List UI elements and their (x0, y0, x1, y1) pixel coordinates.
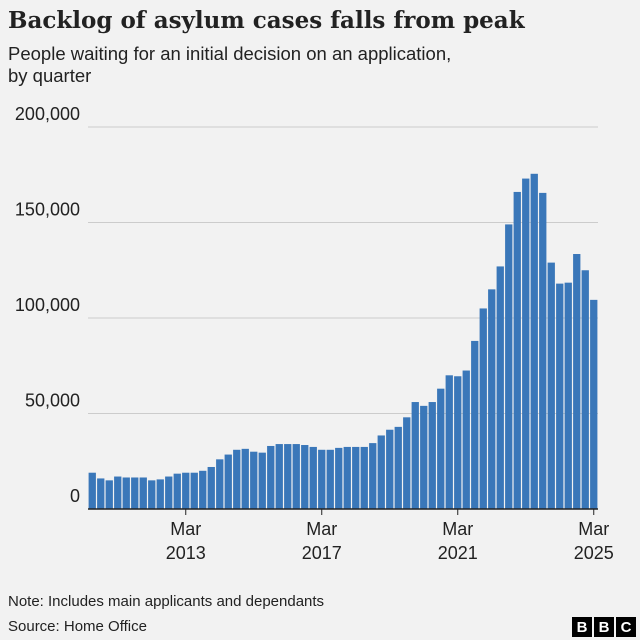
bar (182, 472, 190, 509)
bar (224, 454, 232, 509)
logo-box (616, 617, 636, 637)
bar (122, 477, 130, 509)
bar (547, 262, 555, 509)
bar (428, 402, 436, 509)
source: Source: Home Office (8, 618, 147, 635)
bar (105, 480, 113, 509)
bar (258, 452, 266, 509)
bar (471, 340, 479, 509)
bar (479, 308, 487, 509)
bar (343, 446, 351, 509)
logo-letter: C (621, 619, 632, 636)
bar (352, 446, 360, 509)
bar (284, 444, 292, 509)
bar (454, 376, 462, 509)
bar (114, 476, 122, 509)
bar (505, 224, 513, 509)
bar (556, 283, 564, 509)
bar (530, 173, 538, 510)
bar (539, 192, 547, 509)
bar (309, 446, 317, 509)
bar (131, 477, 139, 509)
x-tick-label: Mar 2013 (166, 519, 206, 563)
bar (250, 451, 258, 509)
bar (513, 191, 521, 509)
bar (394, 426, 402, 509)
bar (165, 476, 173, 509)
logo-box (572, 617, 592, 637)
bar (488, 289, 496, 509)
chart-subtitle: People waiting for an initial decision o… (8, 43, 451, 86)
bar (156, 479, 164, 509)
bar (301, 445, 309, 509)
bar (386, 429, 394, 509)
y-tick-label: 200,000 (15, 104, 80, 124)
x-tick-label: Mar 2017 (302, 519, 342, 563)
logo-letter: B (599, 619, 610, 636)
bar (437, 388, 445, 509)
bar (590, 299, 598, 509)
bar (360, 446, 368, 509)
bar (411, 402, 419, 509)
logo-box (594, 617, 614, 637)
x-tick-label: Mar 2025 (574, 519, 614, 563)
y-tick-label: 50,000 (25, 391, 80, 411)
chart-title: Backlog of asylum cases falls from peak (8, 7, 526, 34)
bar (403, 417, 411, 509)
y-tick-label: 150,000 (15, 200, 80, 220)
bar (241, 448, 249, 509)
bar (377, 435, 385, 509)
bar (275, 444, 283, 509)
bar (207, 466, 215, 509)
bar (216, 459, 224, 509)
bar (335, 447, 343, 509)
bar (199, 470, 207, 509)
bar (139, 477, 147, 509)
bar (573, 254, 581, 509)
bar (496, 266, 504, 509)
bar (564, 282, 572, 509)
bar (292, 444, 300, 509)
bar (445, 375, 453, 509)
bar (369, 443, 377, 509)
bar (267, 445, 275, 509)
note: Note: Includes main applicants and depen… (8, 593, 324, 610)
bar (326, 449, 334, 509)
bar (318, 449, 326, 509)
bar (233, 449, 241, 509)
bar (97, 478, 105, 509)
bar (190, 472, 198, 509)
bar (462, 370, 470, 509)
logo-letter: B (577, 619, 588, 636)
bar (148, 480, 156, 509)
x-tick-label: Mar 2021 (438, 519, 478, 563)
y-tick-label: 0 (70, 486, 80, 506)
y-tick-label: 100,000 (15, 295, 80, 315)
bar (88, 472, 96, 509)
bar (173, 473, 181, 509)
bar (581, 270, 589, 509)
bar (420, 405, 428, 509)
bar (522, 178, 530, 509)
